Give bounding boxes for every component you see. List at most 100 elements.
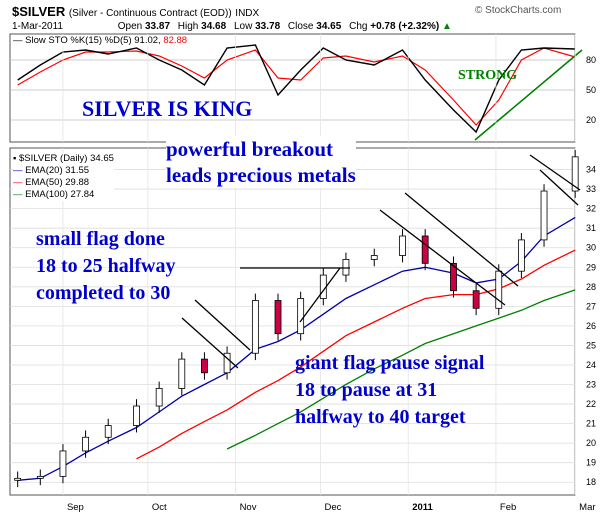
date: 1-Mar-2011 (12, 21, 63, 32)
price-tick-label: 21 (586, 419, 596, 429)
price-tick-label: 23 (586, 380, 596, 390)
flag-line (539, 169, 579, 206)
stoch-d-line (17, 47, 576, 126)
flag-line (299, 267, 341, 323)
candle (36, 475, 44, 479)
price-tick-label: 19 (586, 458, 596, 468)
watermark: © StockCharts.com (475, 5, 562, 16)
stoch-d-value: 82.88 (163, 35, 188, 46)
line-icon: — (13, 165, 23, 176)
time-tick-label: Mar (579, 502, 595, 513)
price-candles (14, 150, 579, 488)
giant-flag-annotation: giant flag pause signal 18 to pause at 3… (295, 350, 484, 431)
price-panel (9, 147, 576, 496)
giant-flag-line3: halfway to 40 target (295, 406, 466, 428)
stoch-panel (9, 33, 576, 143)
close-value: 34.65 (316, 21, 342, 32)
small-flag-line2: 18 to 25 halfway (36, 255, 176, 277)
price-tick-label: 32 (586, 204, 596, 214)
stoch-axis: 20 50 80 (586, 55, 596, 125)
candle (540, 190, 548, 241)
low-value: 33.78 (255, 21, 281, 32)
candle (450, 262, 457, 292)
price-tick-label: 31 (586, 223, 596, 233)
price-tick-label: 26 (586, 321, 596, 331)
ema100-legend: — EMA(100) 27.84 (13, 189, 95, 200)
chg-label: Chg (349, 21, 368, 32)
chg-value: +0.78 (+2.32%) (370, 21, 440, 32)
price-tick-label: 28 (586, 282, 596, 292)
price-legend-title: ▪ $SILVER (Daily) 34.65 (13, 153, 114, 164)
candle (104, 425, 112, 438)
time-tick-label: Sep (67, 502, 84, 513)
high-value: 34.68 (201, 21, 227, 32)
price-grid (10, 169, 575, 483)
price-legend: ▪ $SILVER (Daily) 34.65 — EMA(20) 31.55 … (13, 153, 114, 201)
flag-line (181, 317, 239, 369)
flag-line (379, 209, 506, 306)
stoch-legend: — Slow STO %K(15) %D(5) 91.02, 82.88 (13, 35, 188, 46)
price-tick-label: 25 (586, 340, 596, 350)
stoch-tick-label: 80 (586, 55, 596, 65)
stoch-k-line (17, 44, 576, 134)
ema20-line (17, 216, 576, 481)
price-tick-label: 22 (586, 399, 596, 409)
line-icon: — (13, 177, 23, 188)
time-tick-label: Oct (152, 502, 167, 513)
ema50-legend: — EMA(50) 29.88 (13, 177, 90, 188)
high-label: High (177, 21, 199, 32)
flag-line (404, 192, 519, 287)
stoch-tick-label: 50 (586, 85, 596, 95)
price-tick-label: 24 (586, 360, 596, 370)
price-tick-label: 30 (586, 243, 596, 253)
flag-annotations (181, 154, 581, 369)
low-label: Low (233, 21, 253, 32)
candle (472, 290, 480, 309)
symbol-description: (Silver - Continuous Contract (EOD)) (68, 8, 232, 19)
title-annotation: SILVER IS KING (82, 96, 253, 121)
candle (14, 477, 22, 481)
small-flag-line3: completed to 30 (36, 282, 171, 304)
candle (223, 352, 231, 374)
symbol: $SILVER (12, 4, 66, 19)
candle (133, 405, 140, 426)
candle (495, 270, 503, 309)
candle (155, 388, 163, 407)
candle (399, 235, 406, 256)
ema100-line (226, 289, 576, 450)
price-tick-label: 34 (586, 165, 596, 175)
close-label: Close (287, 21, 314, 32)
price-tick-label: 18 (586, 477, 596, 487)
flag-line (194, 299, 251, 351)
giant-flag-line2: 18 to pause at 31 (295, 379, 438, 401)
stoch-trendline (474, 49, 583, 141)
candle (342, 259, 350, 276)
candle-icon: ▪ (13, 153, 17, 164)
time-tick-label: Dec (324, 502, 341, 513)
breakout-line2: leads precious metals (166, 163, 356, 187)
candle (201, 358, 208, 374)
chart-header: $SILVER (Silver - Continuous Contract (E… (12, 4, 259, 19)
candle (297, 298, 305, 335)
candle (421, 235, 429, 264)
candle (518, 239, 525, 272)
time-axis: Sep Oct Nov Dec 2011 Feb Mar (62, 34, 596, 513)
candle (59, 450, 67, 477)
price-tick-label: 33 (586, 184, 596, 194)
breakout-line1: powerful breakout (166, 137, 334, 161)
line-icon: — (13, 189, 23, 200)
open-label: Open (117, 21, 143, 32)
candle (251, 300, 259, 354)
candle (571, 156, 579, 192)
exchange: INDX (235, 8, 260, 19)
price-tick-label: 20 (586, 438, 596, 448)
candle (178, 358, 186, 389)
time-tick-label: Feb (500, 502, 516, 513)
candle (370, 255, 378, 260)
stoch-k-value: 91.02, (134, 35, 161, 46)
ema20-legend: — EMA(20) 31.55 (13, 165, 90, 176)
small-flag-annotation: small flag done 18 to 25 halfway complet… (36, 226, 175, 307)
giant-flag-line1: giant flag pause signal (295, 352, 485, 374)
open-value: 33.87 (144, 21, 171, 32)
